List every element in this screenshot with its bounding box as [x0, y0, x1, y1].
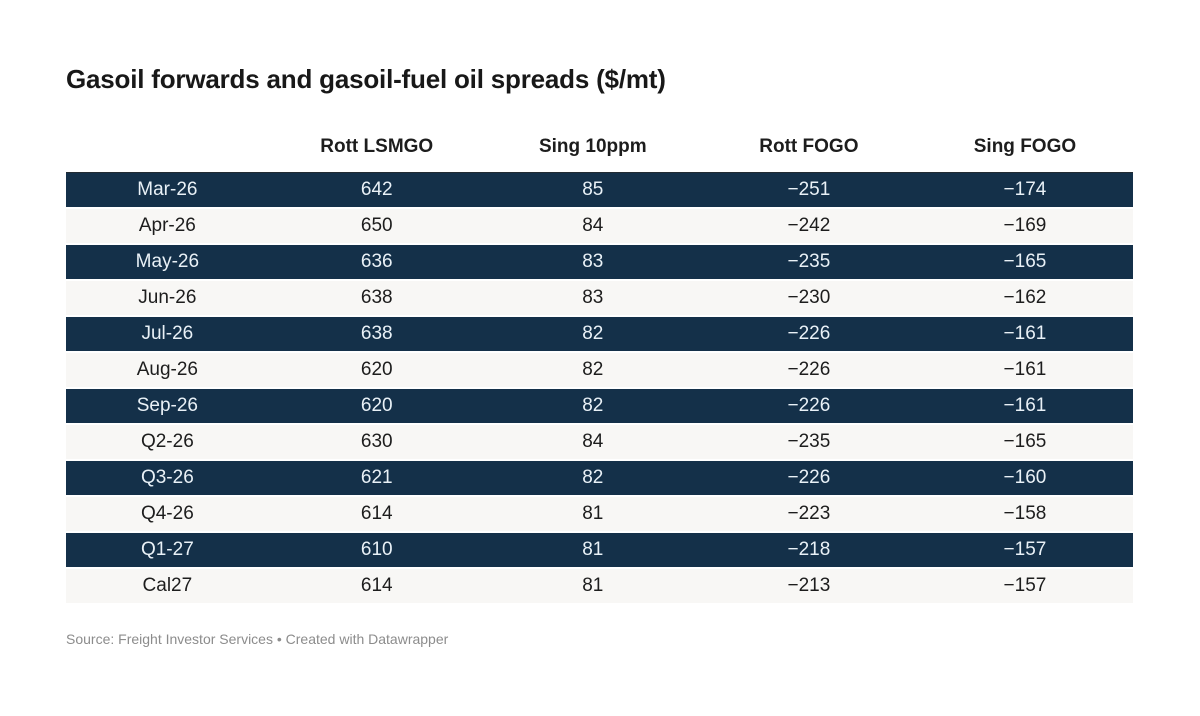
value-cell-sing-fogo: −160 [1003, 467, 1047, 488]
value-cell-rott-fogo: −213 [787, 575, 831, 596]
value-cell-sing-10ppm: 83 [582, 251, 604, 272]
value-cell-rott-fogo: −226 [787, 359, 831, 380]
value-cell-sing-fogo: −165 [1003, 431, 1047, 452]
table-row: Apr-26 650 84 −242 −169 [66, 208, 1133, 244]
column-header-rott-lsmgo: Rott LSMGO [320, 136, 434, 157]
value-cell-rott-lsmgo: 620 [360, 359, 393, 380]
value-cell-sing-fogo: −158 [1003, 503, 1047, 524]
value-cell-rott-lsmgo: 630 [360, 431, 393, 452]
value-cell-sing-10ppm: 82 [582, 467, 604, 488]
value-cell-rott-fogo: −235 [787, 431, 831, 452]
table-row: Mar-26 642 85 −251 −174 [66, 172, 1133, 208]
value-cell-sing-fogo: −161 [1003, 359, 1047, 380]
value-cell-rott-lsmgo: 610 [360, 539, 393, 560]
table-row: Aug-26 620 82 −226 −161 [66, 352, 1133, 388]
value-cell-rott-lsmgo: 636 [360, 251, 393, 272]
value-cell-rott-lsmgo: 638 [360, 323, 393, 344]
value-cell-sing-10ppm: 82 [582, 395, 604, 416]
value-cell-sing-10ppm: 81 [582, 539, 604, 560]
table-header-row: Rott LSMGO Sing 10ppm Rott FOGO Sing FOG… [66, 136, 1133, 173]
row-label-cell: Cal27 [142, 575, 193, 596]
value-cell-sing-fogo: −161 [1003, 323, 1047, 344]
value-cell-rott-lsmgo: 620 [360, 395, 393, 416]
page: Gasoil forwards and gasoil-fuel oil spre… [66, 64, 1133, 647]
value-cell-rott-lsmgo: 614 [360, 575, 393, 596]
row-label-cell: Q1-27 [140, 539, 194, 560]
column-header-sing-fogo: Sing FOGO [973, 136, 1077, 157]
value-cell-rott-fogo: −226 [787, 323, 831, 344]
table-row: Q2-26 630 84 −235 −165 [66, 424, 1133, 460]
value-cell-rott-lsmgo: 621 [360, 467, 393, 488]
table-row: Jul-26 638 82 −226 −161 [66, 316, 1133, 352]
table-row: Cal27 614 81 −213 −157 [66, 568, 1133, 604]
row-label-cell: Q2-26 [140, 431, 194, 452]
value-cell-sing-fogo: −157 [1003, 575, 1047, 596]
value-cell-rott-lsmgo: 614 [360, 503, 393, 524]
data-table: Rott LSMGO Sing 10ppm Rott FOGO Sing FOG… [66, 136, 1133, 605]
value-cell-rott-fogo: −223 [787, 503, 831, 524]
value-cell-sing-10ppm: 85 [582, 179, 604, 200]
row-label-cell: Mar-26 [137, 179, 198, 200]
value-cell-sing-fogo: −162 [1003, 287, 1047, 308]
table-row: Sep-26 620 82 −226 −161 [66, 388, 1133, 424]
value-cell-rott-lsmgo: 642 [360, 179, 393, 200]
value-cell-sing-fogo: −165 [1003, 251, 1047, 272]
row-label-cell: Q3-26 [140, 467, 194, 488]
row-label-cell: Sep-26 [136, 395, 198, 416]
value-cell-rott-fogo: −242 [787, 215, 831, 236]
value-cell-rott-fogo: −218 [787, 539, 831, 560]
source-line: Source: Freight Investor Services • Crea… [66, 631, 449, 647]
table-header: Rott LSMGO Sing 10ppm Rott FOGO Sing FOG… [66, 136, 1133, 173]
value-cell-sing-10ppm: 84 [582, 431, 604, 452]
table-row: Q4-26 614 81 −223 −158 [66, 496, 1133, 532]
row-label-cell: Jun-26 [138, 287, 197, 308]
value-cell-rott-fogo: −235 [787, 251, 831, 272]
value-cell-sing-fogo: −174 [1003, 179, 1047, 200]
row-label-cell: Apr-26 [138, 215, 196, 236]
value-cell-sing-10ppm: 82 [582, 359, 604, 380]
value-cell-sing-10ppm: 81 [582, 575, 604, 596]
table-row: Q3-26 621 82 −226 −160 [66, 460, 1133, 496]
value-cell-sing-10ppm: 82 [582, 323, 604, 344]
table-row: May-26 636 83 −235 −165 [66, 244, 1133, 280]
value-cell-sing-fogo: −169 [1003, 215, 1047, 236]
row-label-cell: Q4-26 [140, 503, 194, 524]
value-cell-sing-10ppm: 83 [582, 287, 604, 308]
value-cell-sing-fogo: −161 [1003, 395, 1047, 416]
value-cell-sing-10ppm: 84 [582, 215, 604, 236]
table-body: Mar-26 642 85 −251 −174 Apr-26 650 84 −2… [66, 172, 1133, 604]
value-cell-rott-fogo: −251 [787, 179, 831, 200]
table-row: Jun-26 638 83 −230 −162 [66, 280, 1133, 316]
value-cell-sing-10ppm: 81 [582, 503, 604, 524]
column-header-rott-fogo: Rott FOGO [759, 136, 859, 157]
column-header-sing-10ppm: Sing 10ppm [538, 136, 647, 157]
row-label-cell: May-26 [135, 251, 200, 272]
value-cell-rott-lsmgo: 650 [360, 215, 393, 236]
column-header-label [66, 136, 269, 173]
row-label-cell: Aug-26 [136, 359, 198, 380]
value-cell-rott-fogo: −230 [787, 287, 831, 308]
value-cell-rott-lsmgo: 638 [360, 287, 393, 308]
value-cell-rott-fogo: −226 [787, 395, 831, 416]
row-label-cell: Jul-26 [141, 323, 194, 344]
chart-title: Gasoil forwards and gasoil-fuel oil spre… [66, 64, 666, 94]
value-cell-sing-fogo: −157 [1003, 539, 1047, 560]
value-cell-rott-fogo: −226 [787, 467, 831, 488]
table-row: Q1-27 610 81 −218 −157 [66, 532, 1133, 568]
